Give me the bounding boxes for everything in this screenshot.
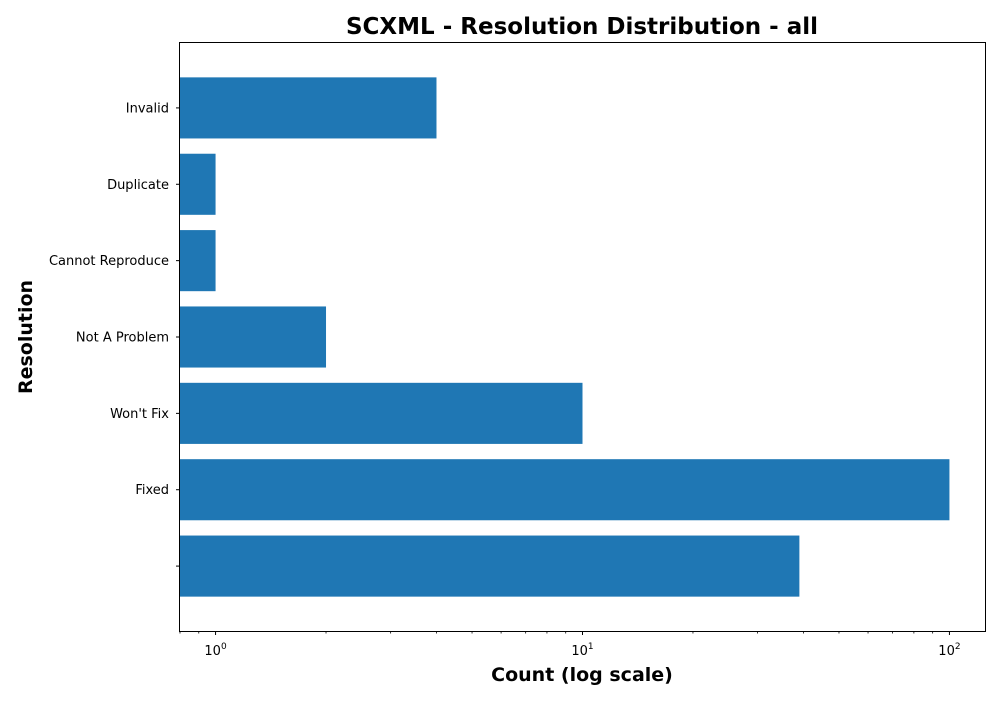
y-tick-label-5: Duplicate [107,178,169,193]
bars-layer [180,77,950,597]
chart-title: SCXML - Resolution Distribution - all [346,14,818,40]
bar-4 [180,230,216,292]
x-axis-label: Count (log scale) [491,664,673,686]
bar-6 [180,77,437,139]
plot-frame [179,42,986,632]
axes-layer: Fixed Won't Fix Not A Problem Cannot Reprod… [49,101,961,659]
bar-3 [180,306,327,368]
bar-1 [180,459,950,521]
x-tick-label-0: 100 [204,642,227,659]
y-tick-label-3: Not A Problem [76,331,169,346]
bar-0 [180,535,800,597]
y-tick-label-6: Invalid [126,101,169,116]
bar-5 [180,153,216,215]
y-tick-label-2: Won't Fix [110,407,169,422]
y-axis-label: Resolution [15,280,37,394]
x-tick-label-1: 101 [571,642,593,659]
bar-2 [180,382,583,444]
y-tick-label-1: Fixed [135,483,169,498]
x-tick-label-2: 102 [938,642,960,659]
y-tick-label-4: Cannot Reproduce [49,254,169,269]
